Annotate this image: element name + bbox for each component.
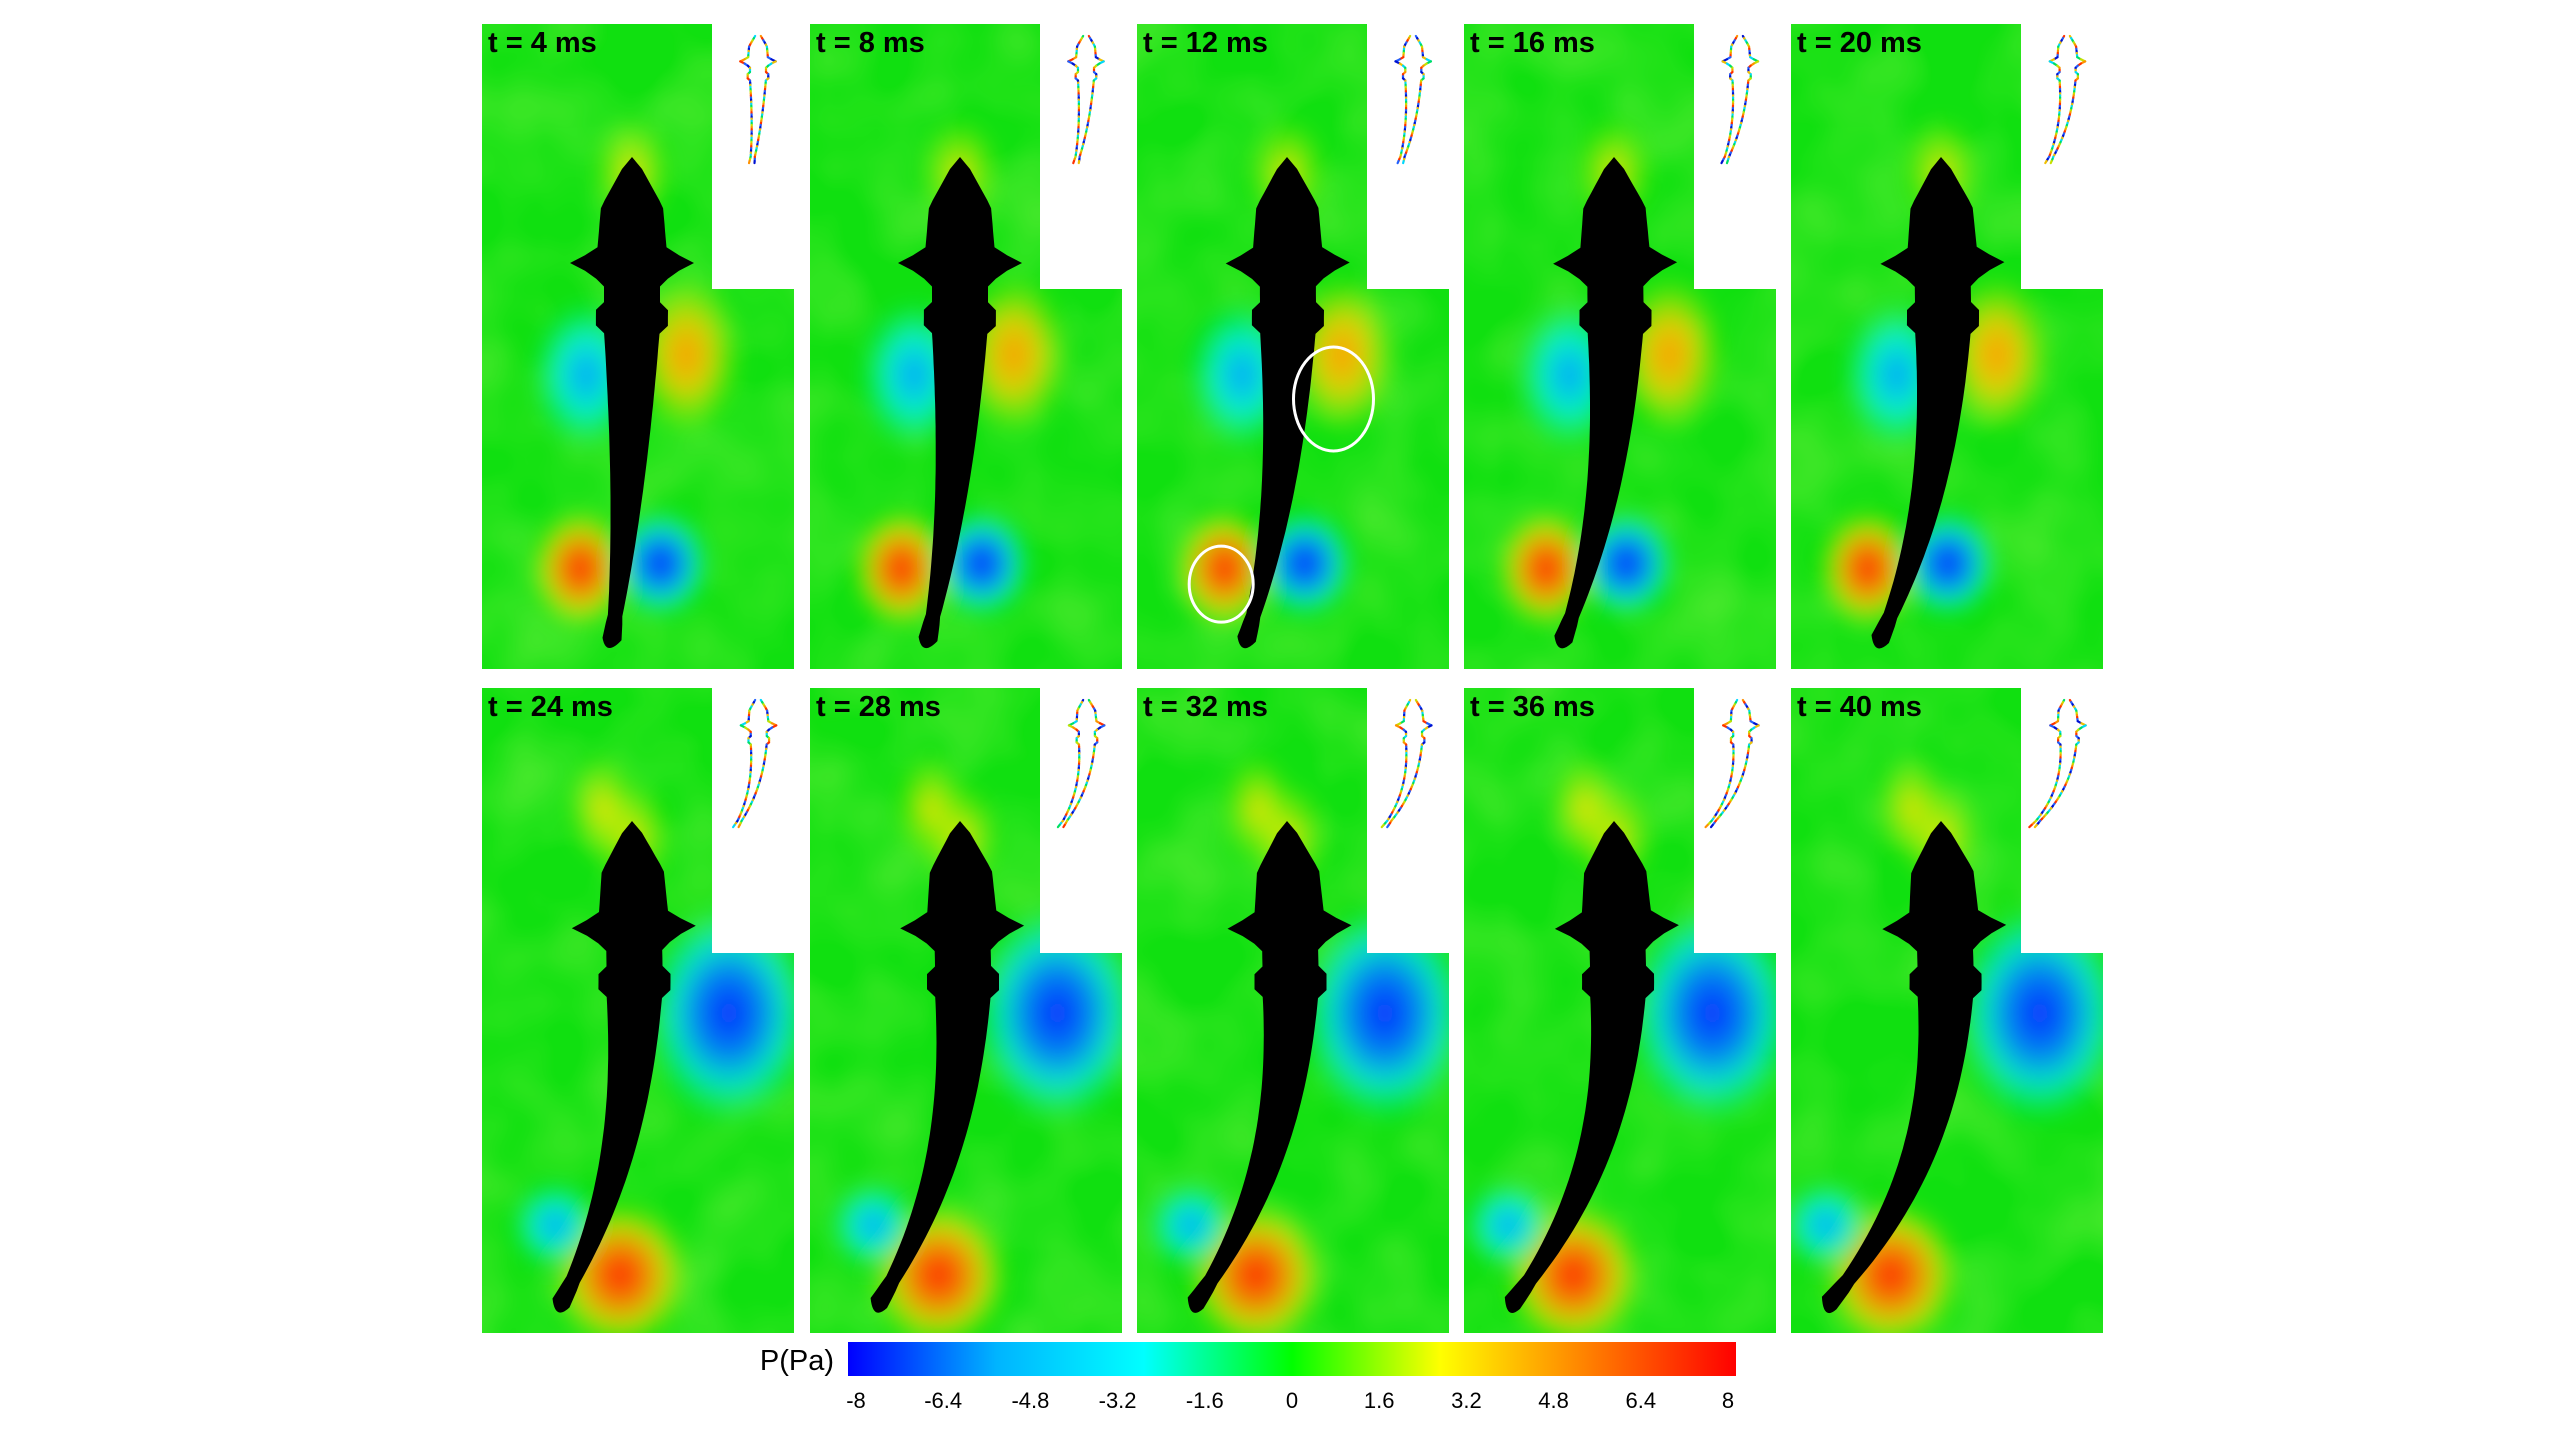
panel-time-label: t = 20 ms	[1797, 27, 1922, 59]
panel-time-label: t = 4 ms	[488, 27, 597, 59]
pressure-panel: t = 28 ms	[810, 688, 1122, 1333]
colorbar-tick-label: 3.2	[1451, 1388, 1482, 1413]
surface-pressure-inset	[2044, 34, 2087, 165]
pressure-field	[1464, 688, 1776, 1333]
panel-time-label: t = 28 ms	[816, 691, 941, 723]
fish-body	[1187, 821, 1352, 1313]
panel-time-label: t = 40 ms	[1797, 691, 1922, 723]
pressure-field	[482, 688, 794, 1333]
pressure-panel: t = 20 ms	[1791, 24, 2103, 669]
fish-body	[1504, 821, 1679, 1313]
colorbar-title: P(Pa)	[760, 1345, 834, 1377]
panel-grid: t = 4 ms t = 8 ms t = 12 ms t = 16 ms t = 20…	[482, 24, 2103, 1333]
colorbar-tick-label: 0	[1286, 1388, 1298, 1413]
pressure-panel: t = 16 ms	[1464, 24, 1776, 669]
pressure-field	[1137, 24, 1449, 669]
surface-pressure-inset	[1720, 34, 1760, 165]
surface-pressure-inset	[1056, 698, 1106, 829]
pressure-field	[1791, 24, 2103, 669]
surface-pressure-inset	[1380, 698, 1433, 829]
pressure-panel: t = 40 ms	[1791, 688, 2103, 1333]
panel-time-label: t = 32 ms	[1143, 691, 1268, 723]
fish-body	[1225, 157, 1350, 649]
colorbar: P(Pa) -8 -6.4 -4.8 -3.2 -1.6 0 1.6 3.2 4.8 6.4 8	[760, 1342, 1736, 1413]
pressure-field	[1137, 688, 1449, 1333]
highlight-circle	[1187, 544, 1255, 624]
panel-time-label: t = 8 ms	[816, 27, 925, 59]
fish-body	[870, 821, 1025, 1313]
surface-pressure-inset	[1704, 698, 1760, 829]
colorbar-tick-label: 4.8	[1538, 1388, 1569, 1413]
pressure-panel: t = 12 ms	[1137, 24, 1449, 669]
highlight-circle	[1292, 345, 1375, 453]
fish-body	[570, 157, 694, 649]
colorbar-tick-label: 8	[1722, 1388, 1734, 1413]
colorbar-tick-label: -1.6	[1186, 1388, 1224, 1413]
pressure-panel: t = 4 ms	[482, 24, 794, 669]
panel-time-label: t = 24 ms	[488, 691, 613, 723]
colorbar-gradient	[848, 1342, 1736, 1376]
surface-pressure-inset	[732, 698, 778, 829]
surface-pressure-inset	[2028, 698, 2087, 829]
colorbar-tick-label: -4.8	[1011, 1388, 1049, 1413]
surface-pressure-inset	[739, 34, 777, 165]
fish-body	[552, 821, 696, 1313]
panel-time-label: t = 12 ms	[1143, 27, 1268, 59]
surface-pressure-inset	[1394, 34, 1433, 165]
pressure-field	[1464, 24, 1776, 669]
fish-body	[1553, 157, 1678, 649]
panel-time-label: t = 16 ms	[1470, 27, 1595, 59]
fish-body	[898, 157, 1022, 649]
panel-time-label: t = 36 ms	[1470, 691, 1595, 723]
colorbar-tick-label: -3.2	[1099, 1388, 1137, 1413]
pressure-field	[810, 688, 1122, 1333]
pressure-panel: t = 24 ms	[482, 688, 794, 1333]
pressure-field	[482, 24, 794, 669]
colorbar-tick-label: -6.4	[924, 1388, 962, 1413]
pressure-field	[810, 24, 1122, 669]
pressure-panel: t = 36 ms	[1464, 688, 1776, 1333]
pressure-field	[1791, 688, 2103, 1333]
fish-body	[1821, 821, 2007, 1314]
colorbar-tick-label: 1.6	[1364, 1388, 1395, 1413]
pressure-panel: t = 32 ms	[1137, 688, 1449, 1333]
colorbar-tick-label: -8	[846, 1388, 866, 1413]
pressure-panel: t = 8 ms	[810, 24, 1122, 669]
fish-body	[1871, 157, 2005, 649]
colorbar-tick-label: 6.4	[1626, 1388, 1657, 1413]
surface-pressure-inset	[1067, 34, 1105, 165]
